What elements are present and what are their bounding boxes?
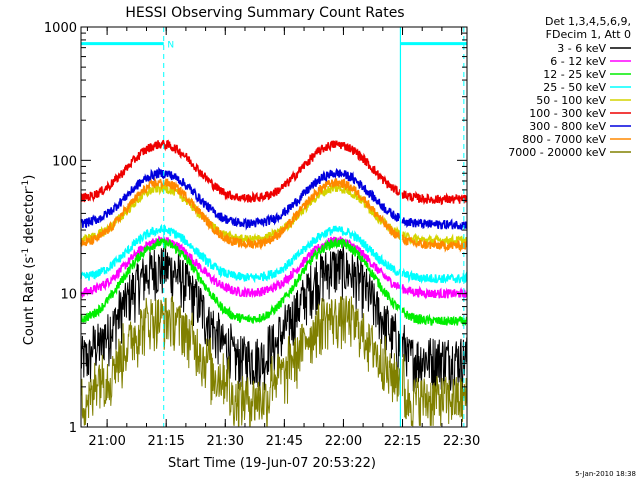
series-line (80, 223, 468, 285)
x-tick-label: 21:15 (147, 434, 184, 449)
y-axis-label: Count Rate (s-1 detector-1) (21, 175, 37, 346)
legend-header-line: FDecim 1, Att 0 (546, 28, 631, 41)
x-tick-label: 21:45 (266, 434, 303, 449)
legend-label: 300 - 800 keV (529, 120, 606, 133)
plot-layer: N (80, 27, 468, 428)
y-tick-label: 10 (60, 288, 77, 303)
legend-label: 100 - 300 keV (529, 107, 606, 120)
series-line (80, 166, 468, 231)
series-line (80, 237, 468, 327)
legend: Det 1,3,4,5,6,9,FDecim 1, Att 03 - 6 keV… (508, 15, 631, 159)
x-tick-label: 22:30 (443, 434, 480, 449)
plot-frame (80, 26, 468, 428)
legend-label: 800 - 7000 keV (522, 133, 606, 146)
x-tick-label: 22:15 (384, 434, 421, 449)
x-tick-label: 22:00 (325, 434, 362, 449)
legend-label: 3 - 6 keV (557, 42, 606, 55)
flag-bar-label: N (167, 41, 174, 51)
x-tick-label: 21:30 (207, 434, 244, 449)
series-line (80, 177, 468, 253)
legend-label: 6 - 12 keV (550, 55, 606, 68)
y-tick-label: 100 (52, 154, 77, 169)
chart-title: HESSI Observing Summary Count Rates (125, 5, 404, 21)
series-line (80, 295, 468, 428)
axis-layer: 21:00 21:15 21:30 21:45 22:00 22:15 22:30 1 10 10… (44, 21, 480, 449)
y-tick-label: 1 (69, 421, 77, 436)
legend-label: 50 - 100 keV (536, 94, 606, 107)
legend-header-line: Det 1,3,4,5,6,9, (545, 15, 631, 28)
legend-label: 25 - 50 keV (543, 81, 606, 94)
x-tick-label: 21:00 (88, 434, 125, 449)
footer-timestamp: 5-Jan-2010 18:38 (575, 470, 636, 478)
x-axis-label: Start Time (19-Jun-07 20:53:22) (168, 456, 376, 471)
legend-label: 12 - 25 keV (543, 68, 606, 81)
y-tick-label: 1000 (44, 21, 77, 36)
series-line (80, 235, 468, 300)
legend-label: 7000 - 20000 keV (508, 146, 606, 159)
series-line (80, 139, 468, 206)
